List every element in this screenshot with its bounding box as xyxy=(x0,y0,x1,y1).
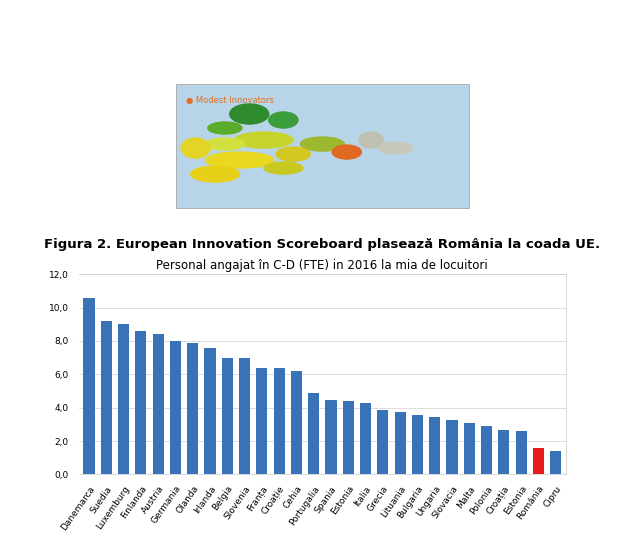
Ellipse shape xyxy=(205,138,244,150)
Bar xyxy=(498,430,509,474)
Ellipse shape xyxy=(332,145,362,159)
Bar xyxy=(204,348,216,474)
Bar xyxy=(187,343,198,474)
Ellipse shape xyxy=(191,166,240,182)
Bar xyxy=(429,417,440,474)
Ellipse shape xyxy=(264,162,303,174)
Ellipse shape xyxy=(269,112,298,128)
Bar xyxy=(550,451,561,474)
Bar xyxy=(84,297,94,474)
Bar xyxy=(152,334,164,474)
Bar xyxy=(308,393,320,474)
Bar xyxy=(135,331,147,474)
Bar xyxy=(239,358,250,474)
Ellipse shape xyxy=(235,132,293,148)
Bar xyxy=(360,403,371,474)
Ellipse shape xyxy=(276,147,310,161)
Ellipse shape xyxy=(301,137,344,151)
Bar xyxy=(533,448,544,474)
Ellipse shape xyxy=(181,138,210,158)
Ellipse shape xyxy=(379,142,413,154)
Bar xyxy=(343,401,354,474)
Bar xyxy=(170,341,181,474)
Bar xyxy=(377,410,389,474)
Bar xyxy=(274,368,285,474)
Text: Figura 2. European Innovation Scoreboard plasează România la coada UE.: Figura 2. European Innovation Scoreboard… xyxy=(44,238,601,251)
Bar xyxy=(481,426,493,474)
Title: Personal angajat în C-D (FTE) in 2016 la mia de locuitori: Personal angajat în C-D (FTE) in 2016 la… xyxy=(157,259,488,272)
Bar xyxy=(118,324,129,474)
Bar xyxy=(447,420,458,474)
Text: ● Modest Innovators: ● Modest Innovators xyxy=(186,96,274,105)
Bar xyxy=(101,321,112,474)
Bar xyxy=(516,431,526,474)
Ellipse shape xyxy=(230,104,269,124)
Bar xyxy=(394,413,406,474)
Ellipse shape xyxy=(208,122,242,134)
Bar xyxy=(221,358,233,474)
Bar xyxy=(176,84,469,208)
Ellipse shape xyxy=(359,132,383,148)
Bar xyxy=(464,423,475,474)
Bar xyxy=(412,415,423,474)
Bar xyxy=(291,371,302,474)
Bar xyxy=(256,368,267,474)
Bar xyxy=(325,400,337,474)
Ellipse shape xyxy=(205,152,274,168)
